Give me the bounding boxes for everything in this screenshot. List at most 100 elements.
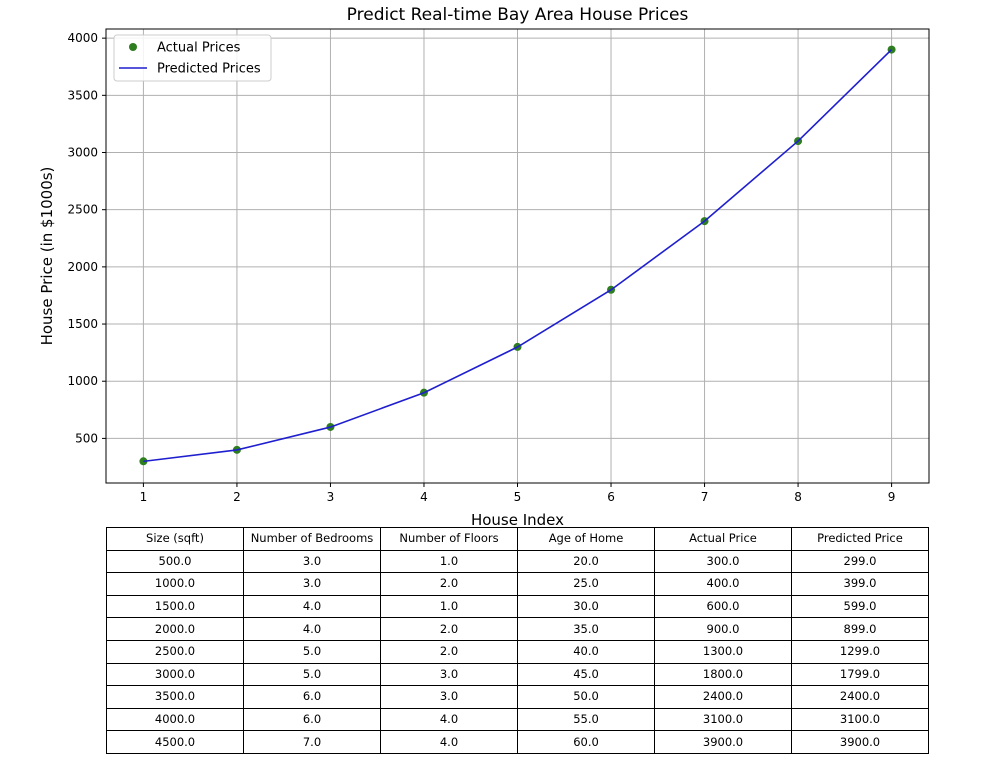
table-cell: 1000.0 — [106, 572, 244, 596]
table-cell: 2400.0 — [654, 685, 792, 709]
table-cell: 6.0 — [243, 707, 381, 732]
data-table: Size (sqft) Number of Bedrooms Number of F… — [106, 527, 929, 754]
table-cell: 299.0 — [791, 549, 929, 574]
x-axis-label: House Index — [471, 511, 564, 529]
x-tick-label: 1 — [140, 490, 148, 504]
table-cell: 4.0 — [243, 594, 381, 619]
table-cell: 1799.0 — [791, 662, 929, 687]
legend-box — [113, 34, 272, 82]
table-cell: 399.0 — [791, 572, 929, 596]
table-header-cell: Actual Price — [654, 527, 792, 551]
table-cell: 1.0 — [380, 594, 518, 619]
table-cell: 3100.0 — [791, 707, 929, 732]
table-row: 3500.0 6.0 3.0 50.0 2400.0 2400.0 — [106, 685, 929, 709]
table-cell: 4.0 — [380, 730, 518, 754]
table-cell: 50.0 — [517, 685, 655, 709]
table-cell: 40.0 — [517, 639, 655, 664]
table-cell: 3.0 — [380, 662, 518, 687]
table-cell: 500.0 — [106, 549, 244, 574]
table-cell: 3500.0 — [106, 685, 244, 709]
table-cell: 4.0 — [380, 707, 518, 732]
y-axis-label: House Price (in $1000s) — [38, 167, 56, 346]
table-cell: 7.0 — [243, 730, 381, 754]
table-cell: 3000.0 — [106, 662, 244, 687]
table-cell: 2.0 — [380, 617, 518, 641]
y-tick-label: 4000 — [67, 31, 98, 45]
table-cell: 3900.0 — [791, 730, 929, 754]
table-header-cell: Size (sqft) — [106, 527, 244, 551]
x-tick-label: 6 — [607, 490, 615, 504]
table-cell: 1800.0 — [654, 662, 792, 687]
table-cell: 4.0 — [243, 617, 381, 641]
table-cell: 1299.0 — [791, 639, 929, 664]
chart-title: Predict Real-time Bay Area House Prices — [347, 5, 689, 25]
table-header-cell: Number of Floors — [380, 527, 518, 551]
y-tick-label: 3000 — [67, 146, 98, 160]
x-tick-label: 5 — [514, 490, 522, 504]
table-cell: 300.0 — [654, 549, 792, 574]
table-cell: 3900.0 — [654, 730, 792, 754]
table-row: 2500.0 5.0 2.0 40.0 1300.0 1299.0 — [106, 639, 929, 664]
x-tick-label: 7 — [701, 490, 709, 504]
legend-label: Predicted Prices — [157, 62, 261, 77]
table-row: 1500.0 4.0 1.0 30.0 600.0 599.0 — [106, 594, 929, 619]
table-cell: 900.0 — [654, 617, 792, 641]
table-cell: 1300.0 — [654, 639, 792, 664]
table-cell: 60.0 — [517, 730, 655, 754]
table-cell: 2000.0 — [106, 617, 244, 641]
table-cell: 55.0 — [517, 707, 655, 732]
x-tick-label: 2 — [233, 490, 241, 504]
legend-marker-actual — [129, 43, 137, 51]
table-cell: 6.0 — [243, 685, 381, 709]
table-cell: 3100.0 — [654, 707, 792, 732]
predicted-price-line — [143, 49, 893, 463]
y-tick-label: 500 — [75, 431, 98, 445]
y-tick-label: 1500 — [67, 317, 98, 331]
table-cell: 600.0 — [654, 594, 792, 619]
table-cell: 3.0 — [243, 549, 381, 574]
table-row: 1000.0 3.0 2.0 25.0 400.0 399.0 — [106, 572, 929, 596]
table-cell: 30.0 — [517, 594, 655, 619]
table-body: 500.0 3.0 1.0 20.0 300.0 299.0 1000.0 3.0 2.0 25.… — [106, 549, 929, 754]
table-row: 3000.0 5.0 3.0 45.0 1800.0 1799.0 — [106, 662, 929, 687]
legend-label: Actual Prices — [157, 41, 241, 56]
table-cell: 2500.0 — [106, 639, 244, 664]
table-cell: 25.0 — [517, 572, 655, 596]
y-tick-label: 2500 — [67, 203, 98, 217]
legend: Actual Prices Predicted Prices — [113, 34, 272, 82]
table-cell: 4000.0 — [106, 707, 244, 732]
table-cell: 4500.0 — [106, 730, 244, 754]
table-cell: 599.0 — [791, 594, 929, 619]
table-cell: 2.0 — [380, 572, 518, 596]
x-tick-label: 8 — [794, 490, 802, 504]
table-header-cell: Age of Home — [517, 527, 655, 551]
x-tick-label: 4 — [420, 490, 428, 504]
x-tick-label: 9 — [888, 490, 896, 504]
table-header-cell: Number of Bedrooms — [243, 527, 381, 551]
table-cell: 5.0 — [243, 639, 381, 664]
table-cell: 3.0 — [380, 685, 518, 709]
table-cell: 2400.0 — [791, 685, 929, 709]
table-header-cell: Predicted Price — [791, 527, 929, 551]
x-tick-label: 3 — [327, 490, 335, 504]
table-row: 4500.0 7.0 4.0 60.0 3900.0 3900.0 — [106, 730, 929, 754]
table-cell: 899.0 — [791, 617, 929, 641]
table-cell: 3.0 — [243, 572, 381, 596]
table-header-row: Size (sqft) Number of Bedrooms Number of F… — [106, 527, 929, 551]
y-tick-label: 1000 — [67, 374, 98, 388]
table-row: 500.0 3.0 1.0 20.0 300.0 299.0 — [106, 549, 929, 574]
table-cell: 20.0 — [517, 549, 655, 574]
table-row: 4000.0 6.0 4.0 55.0 3100.0 3100.0 — [106, 707, 929, 732]
table-cell: 1500.0 — [106, 594, 244, 619]
table-cell: 45.0 — [517, 662, 655, 687]
table-cell: 1.0 — [380, 549, 518, 574]
table-cell: 35.0 — [517, 617, 655, 641]
table-cell: 2.0 — [380, 639, 518, 664]
table-cell: 400.0 — [654, 572, 792, 596]
y-tick-label: 2000 — [67, 260, 98, 274]
y-tick-label: 3500 — [67, 88, 98, 102]
table-row: 2000.0 4.0 2.0 35.0 900.0 899.0 — [106, 617, 929, 641]
table-cell: 5.0 — [243, 662, 381, 687]
